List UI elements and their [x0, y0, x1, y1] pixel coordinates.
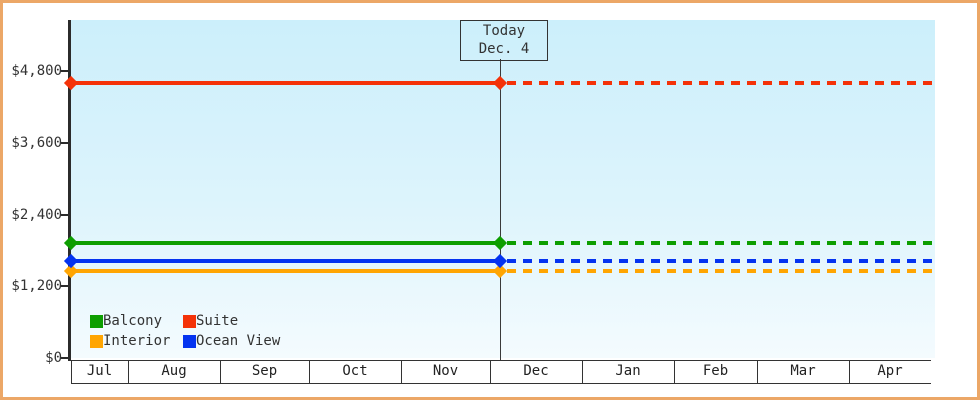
y-tick-mark: [61, 285, 70, 288]
series-line-dashed-balcony: [507, 241, 935, 246]
legend-swatch-icon: [183, 314, 196, 328]
series-line-dashed-interior: [507, 269, 935, 273]
month-cell-nov: Nov: [432, 363, 459, 379]
month-cell-oct: Oct: [342, 363, 368, 379]
month-cell-sep: Sep: [251, 363, 278, 379]
month-cell-divider: [674, 360, 675, 384]
legend-label: Interior: [103, 333, 171, 349]
month-cell-divider: [220, 360, 221, 384]
y-axis-line: [68, 20, 71, 361]
series-line-solid-interior: [71, 269, 500, 273]
month-cell-divider: [128, 360, 129, 384]
month-cell-divider: [849, 360, 850, 384]
month-cell-divider: [757, 360, 758, 384]
legend-swatch-icon: [90, 314, 103, 328]
month-cell-mar: Mar: [790, 363, 816, 379]
y-tick-mark: [61, 357, 70, 359]
legend-item-suite[interactable]: Suite: [183, 314, 238, 328]
series-line-dashed-suite: [507, 80, 935, 85]
legend-item-ocean-view[interactable]: Ocean View: [183, 334, 280, 348]
series-line-solid-balcony: [71, 241, 500, 246]
month-cell-jul: Jul: [86, 363, 113, 379]
legend-item-balcony[interactable]: Balcony: [90, 314, 162, 328]
series-line-solid-ocean-view: [71, 259, 500, 264]
month-cell-divider: [309, 360, 310, 384]
legend-item-interior[interactable]: Interior: [90, 334, 170, 348]
month-row-top-border: [71, 360, 931, 361]
legend-swatch-icon: [183, 334, 196, 348]
month-cell-jan: Jan: [615, 363, 641, 379]
series-line-dashed-ocean-view: [507, 259, 935, 264]
month-cell-aug: Aug: [161, 363, 187, 379]
series-line-solid-suite: [71, 80, 500, 85]
month-cell-divider: [490, 360, 491, 384]
y-tick-mark: [61, 213, 70, 216]
legend-label: Suite: [196, 313, 239, 329]
month-row-bottom-border: [71, 383, 931, 384]
y-tick-label: $1,200: [11, 278, 62, 295]
month-cell-divider: [71, 360, 72, 384]
y-tick-label: $3,600: [11, 134, 62, 151]
y-tick-label: $0: [45, 350, 62, 366]
legend-label: Balcony: [103, 313, 163, 329]
y-tick-label: $4,800: [11, 63, 62, 79]
y-tick-mark: [61, 70, 70, 72]
today-date: Dec. 4: [478, 41, 530, 57]
month-cell-divider: [582, 360, 583, 384]
today-label: Today: [482, 23, 526, 39]
y-tick-label: $2,400: [11, 206, 62, 223]
month-cell-divider: [401, 360, 402, 384]
today-box: Today Dec. 4: [460, 20, 548, 61]
legend-label: Ocean View: [196, 333, 281, 349]
plot-area: [71, 20, 935, 358]
month-cell-feb: Feb: [702, 363, 729, 379]
y-tick-mark: [61, 141, 70, 144]
month-cell-apr: Apr: [877, 363, 903, 379]
today-line: [500, 59, 501, 360]
month-cell-dec: Dec: [523, 363, 549, 379]
legend-swatch-icon: [90, 334, 103, 348]
